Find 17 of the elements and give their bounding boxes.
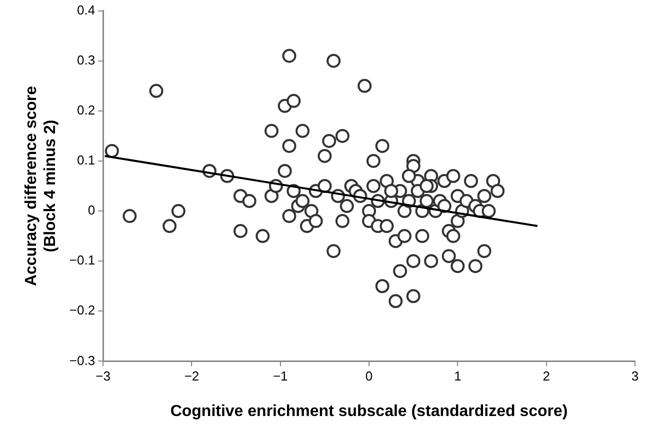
x-tick-label: −3	[96, 368, 110, 384]
y-tick-label: 0	[88, 202, 96, 218]
y-tick-label: −0.3	[69, 352, 96, 368]
y-tick-label: 0.4	[76, 2, 96, 18]
x-tick-label: 3	[631, 368, 639, 384]
y-axis-title: Accuracy difference score (Block 4 minus 2)	[23, 86, 60, 286]
x-tick-label: 1	[454, 368, 462, 384]
x-tick-label: −1	[272, 368, 288, 384]
x-tick-label: 0	[365, 368, 373, 384]
y-tick-label: 0.1	[76, 152, 96, 168]
x-tick-label: −2	[184, 368, 200, 384]
y-tick-label: −0.1	[69, 252, 96, 268]
x-axis-title: Cognitive enrichment subscale (standardized score)	[170, 402, 568, 420]
y-tick-label: 0.3	[76, 52, 96, 68]
y-tick-label: −0.2	[69, 302, 96, 318]
x-tick-label: 2	[542, 368, 550, 384]
y-tick-label: 0.2	[76, 102, 96, 118]
